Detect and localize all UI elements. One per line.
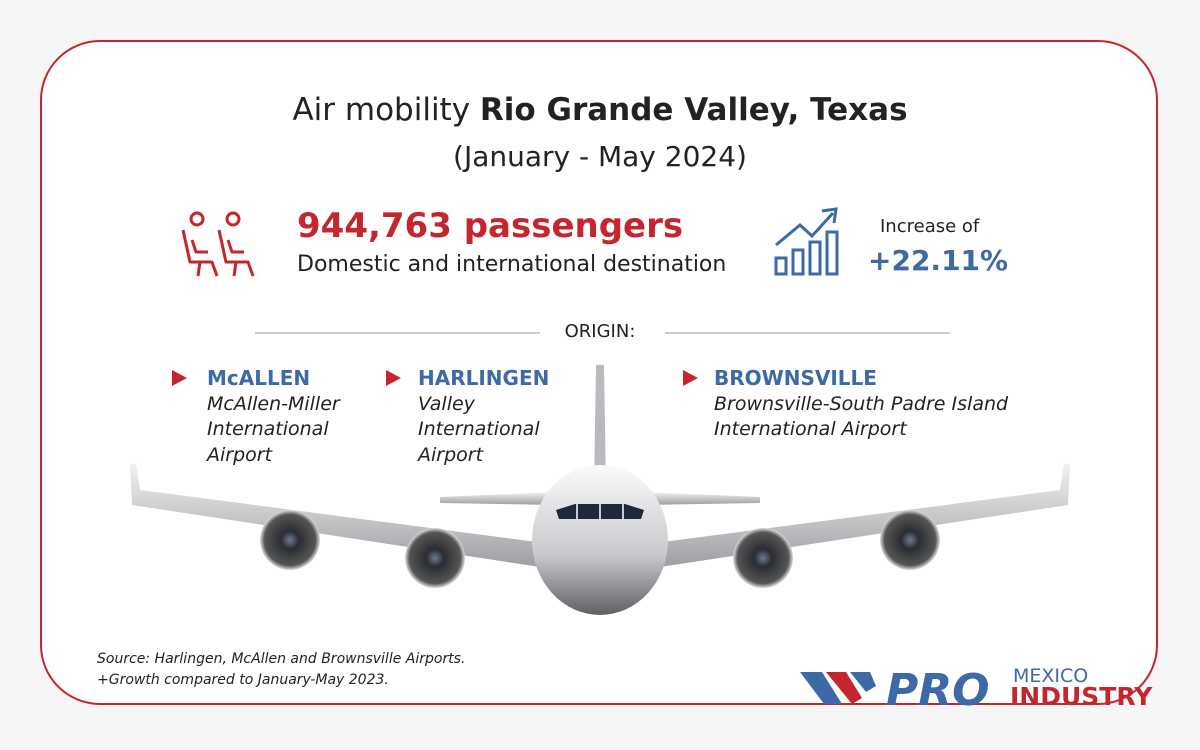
source: Source: Harlingen, McAllen and Brownsvil… [97, 649, 465, 691]
airport-code: HARLINGEN [418, 366, 550, 390]
logo-top: MEXICO [1013, 665, 1088, 687]
airplane [130, 365, 1070, 615]
logo-bottom: INDUSTRY [1010, 682, 1153, 711]
logo-pro: PRO [886, 665, 990, 716]
seats-icon [181, 211, 255, 277]
airport: McALLEN McAllen-Miller International Airpor… [207, 366, 340, 468]
logo: PRO MEXICO INDUSTRY [800, 665, 1153, 716]
origin-label: ORIGIN: [564, 321, 636, 342]
title: Air mobility Rio Grande Valley, Texas [0, 92, 1200, 128]
airport-code: BROWNSVILLE [714, 366, 877, 390]
title-prefix: Air mobility [292, 92, 471, 128]
airport-name-line: McAllen-Miller [207, 392, 340, 415]
airport-name-line: Airport [418, 443, 484, 466]
subtitle: (January - May 2024) [453, 140, 747, 173]
airport-name-line: Airport [207, 443, 273, 466]
source-line: Source: Harlingen, McAllen and Brownsvil… [97, 651, 466, 667]
airport-name-line: International Airport [714, 418, 907, 440]
airport-name-line: International [207, 418, 329, 440]
airport-code: McALLEN [207, 366, 311, 390]
source-line: +Growth compared to January-May 2023. [97, 672, 389, 688]
title-bold: Rio Grande Valley, Texas [479, 92, 908, 128]
passengers-detail: Domestic and international destination [297, 252, 727, 277]
airport-name-line: Valley [418, 392, 475, 415]
airport-name-line: Brownsville-South Padre Island [714, 392, 1009, 415]
airport: HARLINGEN Valley International Airport [418, 366, 549, 468]
growth-icon [774, 207, 839, 276]
increase-value: +22.11% [868, 244, 1009, 277]
airport-name-line: International [418, 418, 540, 440]
increase-label: Increase of [880, 216, 980, 237]
airport: BROWNSVILLE Brownsville-South Padre Islan… [714, 366, 1008, 443]
passengers-headline: 944,763 passengers [297, 206, 684, 246]
